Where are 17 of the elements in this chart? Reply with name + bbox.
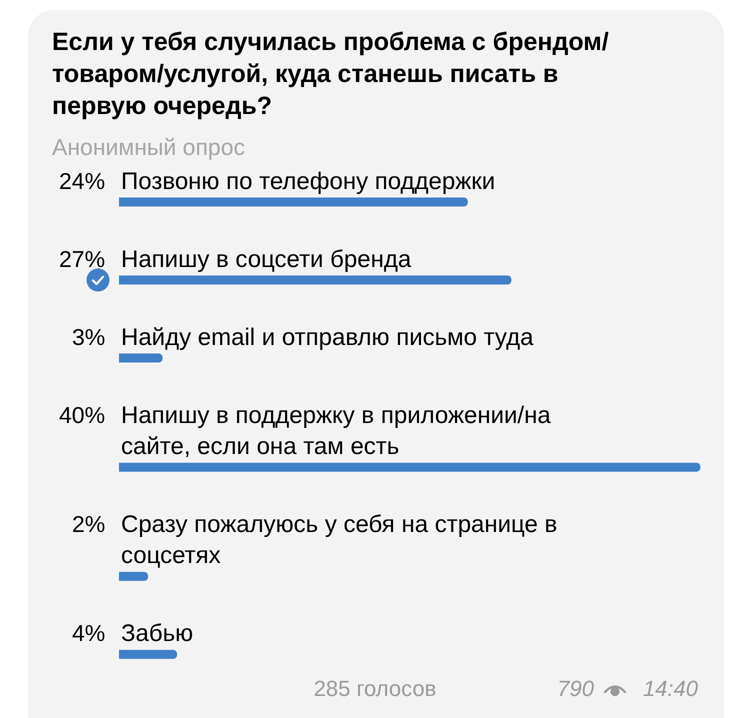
y-tick-label: Позвоню по телефону поддержки <box>121 168 496 195</box>
data-label: 40% <box>59 402 106 428</box>
chart-title: Если у тебя случилась проблема с брендом/товаром/услугой, куда станешь писать в первую очередь? <box>52 27 610 122</box>
text: 285 голосов <box>314 675 436 703</box>
data-label: 27% <box>59 246 106 272</box>
y-tick-label: Напишу в поддержку в приложении/на сайте, если она там есть <box>121 402 552 460</box>
data-label: 2% <box>72 511 106 537</box>
y-tick-label: Напишу в соцсети бренда <box>121 246 412 273</box>
y-tick-label: Сразу пожалуюсь у себя на странице в соцсетях <box>121 511 558 570</box>
text: Анонимный опрос <box>52 133 245 161</box>
text: 14:40 <box>642 675 698 703</box>
data-label: 24% <box>59 168 106 194</box>
y-tick-label: Забью <box>121 620 194 647</box>
y-tick-label: Найду email и отправлю письмо туда <box>121 324 534 351</box>
data-label: 3% <box>72 324 106 350</box>
data-label: 4% <box>72 620 106 646</box>
text: 790 <box>557 675 594 703</box>
